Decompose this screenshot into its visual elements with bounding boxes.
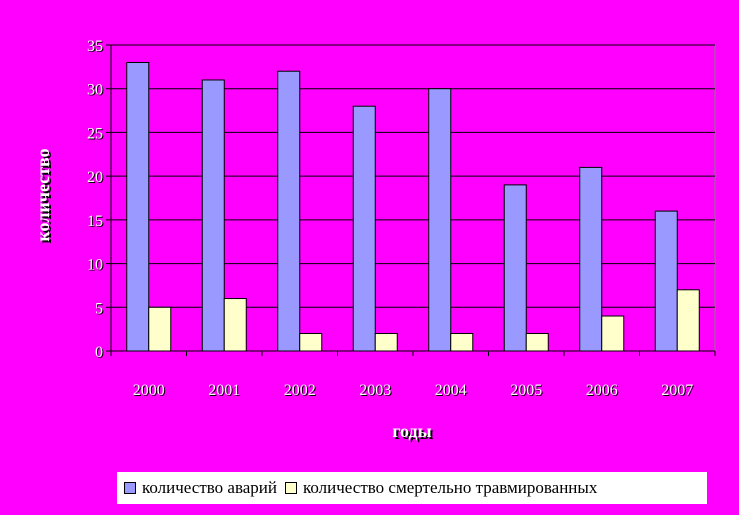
x-tick-label: 2001	[208, 382, 240, 399]
y-tick-label: 35	[87, 38, 103, 55]
bar-fatalities-2001	[223, 298, 247, 352]
x-axis-title-shadow: годы	[394, 423, 433, 443]
axes	[106, 44, 716, 356]
bar-accidents-2005	[503, 184, 527, 352]
bar-accidents-2002	[277, 70, 301, 352]
bars	[126, 61, 700, 352]
legend-label-accidents: количество аварий	[142, 478, 277, 497]
bar-accidents-2001	[201, 79, 225, 352]
x-tick-label-shadow: 2002	[285, 383, 317, 400]
legend-swatch-fatalities	[285, 482, 297, 494]
bar-fatalities-2006	[601, 315, 625, 352]
bar-fatalities-2003	[374, 333, 398, 352]
bar-accidents-2000	[126, 61, 150, 352]
y-tick-label-shadow: 10	[88, 258, 104, 275]
y-tick-label-shadow: 0	[96, 345, 104, 362]
y-tick-label: 15	[87, 213, 103, 230]
bar-fatalities-2004	[450, 333, 474, 352]
y-tick-label-shadow: 30	[88, 83, 104, 100]
x-tick-label-shadow: 2005	[511, 383, 543, 400]
x-tick-label: 2005	[510, 382, 542, 399]
x-axis-title: годы годы	[392, 421, 433, 443]
y-tick-label: 10	[87, 257, 103, 274]
legend-label-fatalities: количество смертельно травмированных	[303, 478, 598, 497]
x-tick-label-shadow: 2004	[436, 383, 468, 400]
y-axis-title: количество количество	[33, 148, 55, 243]
bar-accidents-2004	[428, 88, 452, 352]
y-tick-label-shadow: 20	[88, 170, 104, 187]
bar-accidents-2003	[352, 105, 376, 352]
x-tick-label: 2007	[661, 382, 693, 399]
x-tick-label-shadow: 2000	[134, 383, 166, 400]
bar-fatalities-2007	[676, 289, 700, 352]
y-tick-label-shadow: 35	[88, 39, 104, 56]
x-tick-label-shadow: 2001	[209, 383, 241, 400]
y-tick-label: 5	[95, 300, 103, 317]
y-tick-label: 0	[95, 344, 103, 361]
x-tick-label: 2006	[586, 382, 618, 399]
y-tick-label-shadow: 5	[96, 301, 104, 318]
x-tick-label: 2003	[359, 382, 391, 399]
bar-accidents-2007	[654, 210, 678, 352]
y-tick-label: 30	[87, 82, 103, 99]
y-tick-label: 25	[87, 125, 103, 142]
y-tick-label: 20	[87, 169, 103, 186]
y-axis-title-text: количество	[33, 148, 53, 241]
x-axis-title-text: годы	[392, 421, 431, 441]
y-axis-title-shadow: количество	[35, 150, 55, 243]
x-tick-label: 2002	[284, 382, 316, 399]
x-tick-label-shadow: 2003	[360, 383, 392, 400]
x-tick-label-shadow: 2007	[662, 383, 694, 400]
bar-fatalities-2002	[299, 333, 323, 352]
y-tick-label-shadow: 25	[88, 126, 104, 143]
bar-fatalities-2005	[525, 333, 549, 352]
grid-lines	[110, 44, 716, 352]
plot-area	[110, 44, 716, 352]
legend: количество аварий количество смертельно …	[117, 472, 707, 504]
legend-swatch-accidents	[124, 482, 136, 494]
bar-fatalities-2000	[148, 306, 172, 352]
bar-accidents-2006	[579, 166, 603, 352]
y-tick-label-shadow: 15	[88, 214, 104, 231]
x-tick-label: 2000	[133, 382, 165, 399]
x-tick-label-shadow: 2006	[587, 383, 619, 400]
x-tick-label: 2004	[435, 382, 467, 399]
